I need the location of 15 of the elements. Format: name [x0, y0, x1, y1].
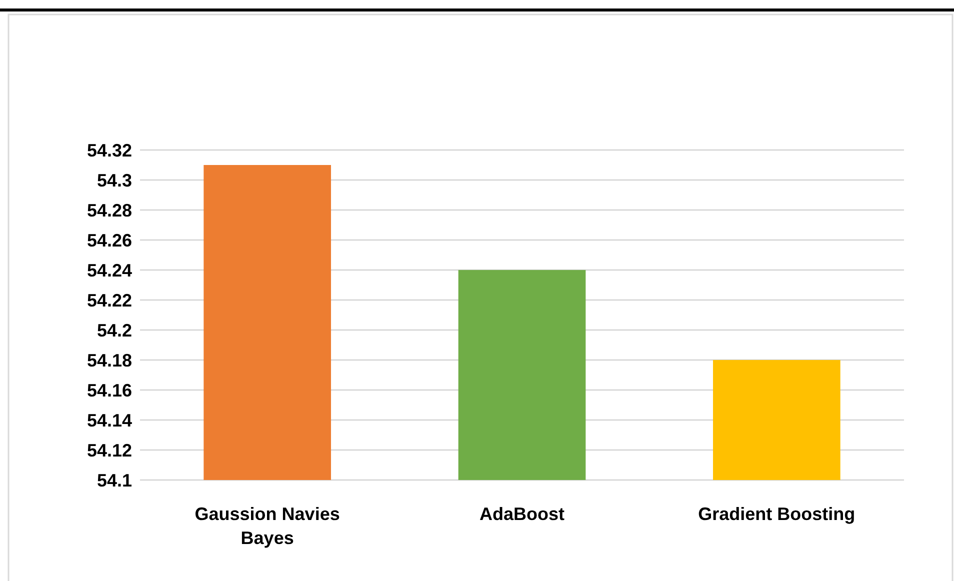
y-tick-label: 54.32 [86, 140, 132, 160]
y-tick-label: 54.16 [86, 380, 132, 400]
y-tick-label: 54.1 [96, 470, 132, 490]
y-tick-label: 54.2 [96, 320, 132, 340]
x-tick-label: Gaussion Navies Bayes [194, 504, 340, 548]
x-tick-label: Gradient Boosting [698, 504, 856, 524]
x-tick-label: AdaBoost [480, 504, 565, 524]
y-tick-label: 54.24 [86, 260, 132, 280]
y-tick-label: 54.26 [86, 230, 132, 250]
y-tick-label: 54.22 [86, 290, 132, 310]
y-tick-label: 54.12 [86, 440, 132, 460]
y-tick-label: 54.14 [86, 410, 132, 430]
y-tick-label: 54.3 [96, 170, 132, 190]
y-tick-label: 54.28 [86, 200, 132, 220]
y-tick-label: 54.18 [86, 350, 132, 370]
